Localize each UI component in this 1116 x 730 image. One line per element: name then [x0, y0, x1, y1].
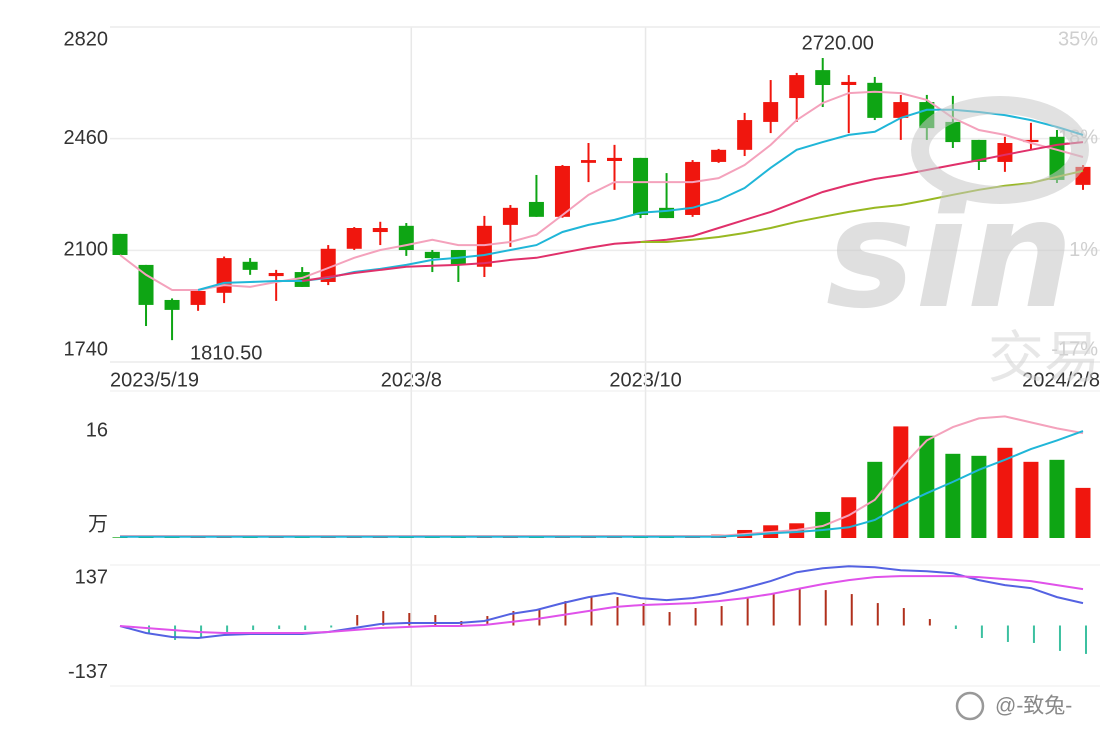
candle-body — [502, 207, 518, 225]
credit-icon — [955, 691, 985, 721]
candle-body — [216, 258, 232, 293]
y-tick-label: 137 — [75, 566, 108, 588]
candle-body — [815, 70, 831, 86]
credit: @-致兔- — [995, 695, 1072, 718]
candle-body — [945, 121, 961, 143]
candle-body — [893, 102, 909, 118]
candle-body — [424, 251, 440, 259]
ma-line — [640, 169, 1084, 243]
y-tick-label: -17% — [1051, 338, 1098, 360]
ma-line — [302, 141, 1084, 282]
candle-body — [164, 299, 180, 310]
annotation: 1810.50 — [190, 342, 262, 364]
watermark-text: 交易 — [988, 326, 1100, 391]
volume-bar — [1075, 487, 1091, 538]
y-tick-label: 1% — [1069, 239, 1098, 261]
volume-bar — [1049, 459, 1065, 538]
volume-bar — [1023, 461, 1039, 538]
candle-body — [476, 225, 492, 267]
candle-body — [971, 139, 987, 162]
y-tick-label: 35% — [1058, 28, 1098, 50]
volume-bar — [997, 447, 1013, 538]
unit-label: 万 — [88, 513, 108, 535]
candle-body — [1023, 139, 1039, 143]
watermark-logo: sin — [826, 168, 1074, 342]
candle-body — [320, 248, 336, 282]
candle-body — [138, 264, 154, 305]
ma-line — [120, 415, 1084, 537]
ma-line — [119, 575, 1084, 634]
candle-body — [789, 75, 805, 99]
volume-bar — [919, 435, 935, 538]
ma-line — [120, 430, 1084, 538]
candle-body — [633, 157, 649, 215]
candle-body — [659, 207, 675, 219]
y-tick-label: 2460 — [64, 127, 109, 149]
x-tick-label: 2023/5/19 — [110, 369, 199, 391]
x-tick-label: 2024/2/8 — [1022, 369, 1100, 391]
candle-body — [711, 149, 727, 162]
candle-body — [685, 161, 701, 215]
annotation: 2720.00 — [802, 32, 874, 54]
candle-body — [580, 160, 596, 163]
watermark-eye — [911, 96, 1089, 204]
volume-bar — [971, 455, 987, 538]
candle-body — [112, 233, 128, 255]
y-tick-label: 1740 — [64, 338, 109, 360]
credit-group: @-致兔- — [955, 691, 1072, 721]
y-tick-label: 2820 — [64, 28, 109, 50]
candle-body — [607, 157, 623, 161]
y-tick-label: 2100 — [64, 239, 109, 261]
candle-body — [242, 261, 258, 270]
watermark: sin 交易 — [826, 96, 1100, 391]
candle-body — [372, 228, 388, 233]
candle-body — [763, 102, 779, 122]
y-tick-label: -137 — [68, 661, 108, 683]
plot: 2023/5/19 2023/8 2023/10 2024/2/82820246021… — [64, 26, 1100, 687]
candle-body — [554, 165, 570, 217]
candle-body — [867, 82, 883, 118]
candle-body — [841, 81, 857, 86]
volume-bar — [893, 426, 909, 538]
candle-body — [737, 120, 753, 150]
y-tick-label: 16 — [86, 419, 108, 441]
volume-bar — [945, 453, 961, 538]
candle-body — [268, 272, 284, 277]
candle-body — [190, 290, 206, 305]
candle-body — [346, 228, 362, 249]
candle-body — [528, 201, 544, 217]
candle-body — [997, 143, 1013, 162]
